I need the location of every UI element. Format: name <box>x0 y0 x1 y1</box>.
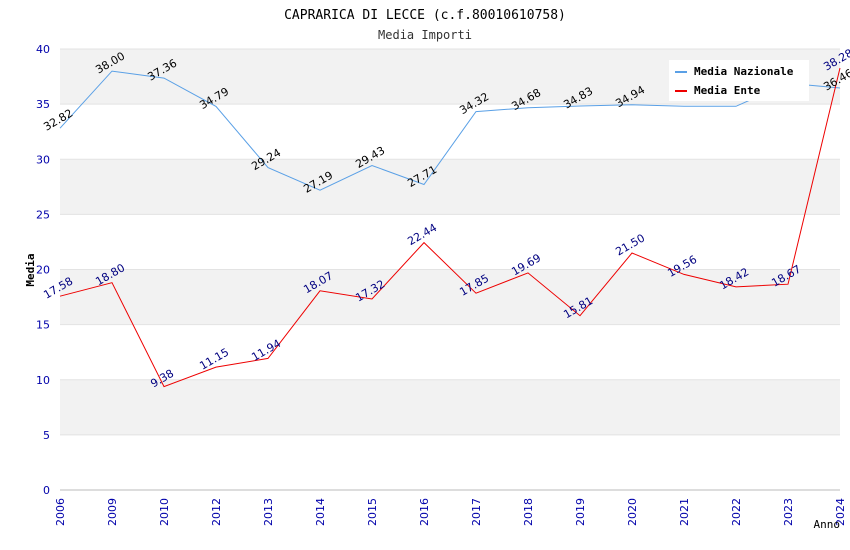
x-tick-label: 2019 <box>574 498 587 526</box>
y-axis-label: Media <box>24 253 37 286</box>
x-tick-label: 2016 <box>418 498 431 526</box>
x-tick-label: 2018 <box>522 498 535 526</box>
legend: Media Nazionale Media Ente <box>669 60 809 101</box>
grid-band <box>60 324 840 380</box>
x-tick-label: 2023 <box>782 498 795 526</box>
series-line-nazionale <box>59 70 841 191</box>
y-tick-label: 15 <box>36 319 50 332</box>
grid-band <box>60 104 840 160</box>
x-tick-labels: 2006 2009 2010 2012 2013 2014 2015 2016 2017 2018… <box>54 498 847 526</box>
grid-band <box>60 159 840 215</box>
y-tick-label: 5 <box>43 429 50 442</box>
series-line-ente <box>59 67 841 388</box>
x-tick-label: 2017 <box>470 498 483 526</box>
x-axis-label: Anno <box>814 518 841 531</box>
x-tick-label: 2024 <box>834 498 847 526</box>
grid-band <box>60 214 840 270</box>
x-tick-label: 2006 <box>54 498 67 526</box>
y-tick-label: 0 <box>43 484 50 497</box>
legend-box <box>669 60 809 101</box>
chart-subtitle: Media Importi <box>378 28 472 42</box>
x-tick-label: 2012 <box>210 498 223 526</box>
y-tick-label: 35 <box>36 98 50 111</box>
x-tick-label: 2009 <box>106 498 119 526</box>
y-tick-label: 20 <box>36 264 50 277</box>
grid-band <box>60 434 840 490</box>
chart-title: CAPRARICA DI LECCE (c.f.80010610758) <box>284 8 566 23</box>
y-tick-label: 10 <box>36 374 50 387</box>
x-tick-label: 2022 <box>730 498 743 526</box>
x-tick-label: 2020 <box>626 498 639 526</box>
y-tick-labels: 0 5 10 15 20 25 30 35 40 <box>36 43 50 497</box>
x-tick-label: 2013 <box>262 498 275 526</box>
background-bands <box>60 49 840 490</box>
series-lines <box>59 67 841 388</box>
x-tick-label: 2014 <box>314 498 327 526</box>
y-tick-label: 40 <box>36 43 50 56</box>
grid-band <box>60 379 840 435</box>
legend-label-nazionale: Media Nazionale <box>694 65 794 78</box>
legend-label-ente: Media Ente <box>694 84 761 97</box>
x-tick-label: 2021 <box>678 498 691 526</box>
grid-band <box>60 269 840 325</box>
x-tick-label: 2010 <box>158 498 171 526</box>
y-tick-label: 30 <box>36 153 50 166</box>
x-tick-label: 2015 <box>366 498 379 526</box>
y-tick-label: 25 <box>36 208 50 221</box>
